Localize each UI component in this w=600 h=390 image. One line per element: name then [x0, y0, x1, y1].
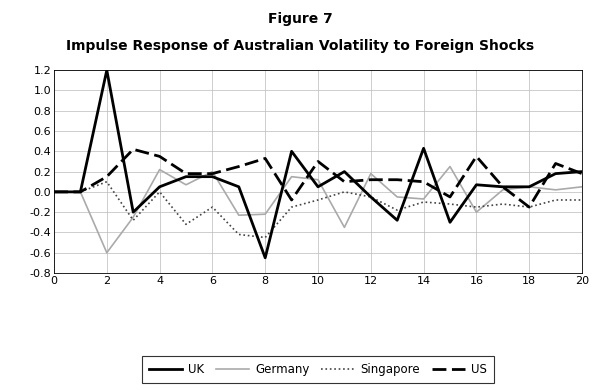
US — [262, 156, 269, 161]
Germany — [341, 225, 348, 230]
Legend: UK, Germany, Singapore, US: UK, Germany, Singapore, US — [142, 356, 494, 383]
Singapore — [473, 205, 480, 209]
UK — [209, 174, 216, 179]
Germany — [367, 171, 374, 176]
Germany — [235, 213, 242, 218]
Singapore — [578, 198, 586, 202]
Germany — [446, 164, 454, 169]
Singapore — [499, 202, 506, 206]
Singapore — [209, 205, 216, 209]
UK — [288, 149, 295, 154]
UK — [499, 184, 506, 189]
UK — [235, 184, 242, 189]
Singapore — [182, 222, 190, 227]
US — [288, 198, 295, 202]
US — [235, 164, 242, 169]
Germany — [50, 190, 58, 194]
Germany — [552, 188, 559, 192]
US — [394, 177, 401, 182]
UK — [77, 190, 84, 194]
US — [446, 195, 454, 199]
US — [367, 177, 374, 182]
Singapore — [446, 202, 454, 206]
UK — [130, 210, 137, 215]
Singapore — [367, 195, 374, 199]
US — [578, 171, 586, 176]
Text: Figure 7: Figure 7 — [268, 12, 332, 26]
US — [473, 154, 480, 159]
Germany — [473, 210, 480, 215]
Germany — [156, 167, 163, 172]
US — [420, 179, 427, 184]
Line: UK: UK — [54, 70, 582, 258]
Singapore — [288, 205, 295, 209]
UK — [473, 183, 480, 187]
UK — [50, 190, 58, 194]
UK — [182, 174, 190, 179]
UK — [420, 146, 427, 151]
UK — [103, 68, 110, 73]
Line: Germany: Germany — [54, 167, 582, 253]
US — [156, 154, 163, 159]
UK — [394, 218, 401, 223]
UK — [262, 255, 269, 260]
Singapore — [103, 179, 110, 184]
Singapore — [156, 190, 163, 194]
Germany — [130, 215, 137, 220]
Singapore — [420, 200, 427, 204]
Germany — [578, 184, 586, 189]
Singapore — [130, 218, 137, 223]
US — [50, 190, 58, 194]
US — [526, 205, 533, 209]
US — [103, 174, 110, 179]
Germany — [262, 212, 269, 216]
UK — [552, 171, 559, 176]
US — [499, 184, 506, 189]
Singapore — [394, 208, 401, 213]
Singapore — [235, 232, 242, 237]
US — [77, 190, 84, 194]
US — [209, 171, 216, 176]
Singapore — [341, 190, 348, 194]
Germany — [103, 250, 110, 255]
UK — [446, 220, 454, 225]
Germany — [182, 183, 190, 187]
Germany — [526, 184, 533, 189]
Germany — [420, 197, 427, 201]
Text: Impulse Response of Australian Volatility to Foreign Shocks: Impulse Response of Australian Volatilit… — [66, 39, 534, 53]
US — [341, 179, 348, 184]
Germany — [288, 174, 295, 179]
Singapore — [552, 198, 559, 202]
Germany — [499, 188, 506, 192]
US — [130, 147, 137, 152]
UK — [367, 195, 374, 199]
Singapore — [77, 190, 84, 194]
Line: Singapore: Singapore — [54, 182, 582, 238]
Germany — [209, 169, 216, 174]
Line: US: US — [54, 149, 582, 207]
Singapore — [262, 235, 269, 240]
UK — [341, 169, 348, 174]
UK — [526, 184, 533, 189]
UK — [156, 184, 163, 189]
UK — [314, 184, 322, 189]
US — [314, 159, 322, 164]
Germany — [394, 195, 401, 199]
Germany — [77, 190, 84, 194]
Singapore — [526, 205, 533, 209]
Germany — [314, 177, 322, 182]
US — [552, 161, 559, 166]
US — [182, 171, 190, 176]
UK — [578, 169, 586, 174]
Singapore — [50, 190, 58, 194]
Singapore — [314, 198, 322, 202]
